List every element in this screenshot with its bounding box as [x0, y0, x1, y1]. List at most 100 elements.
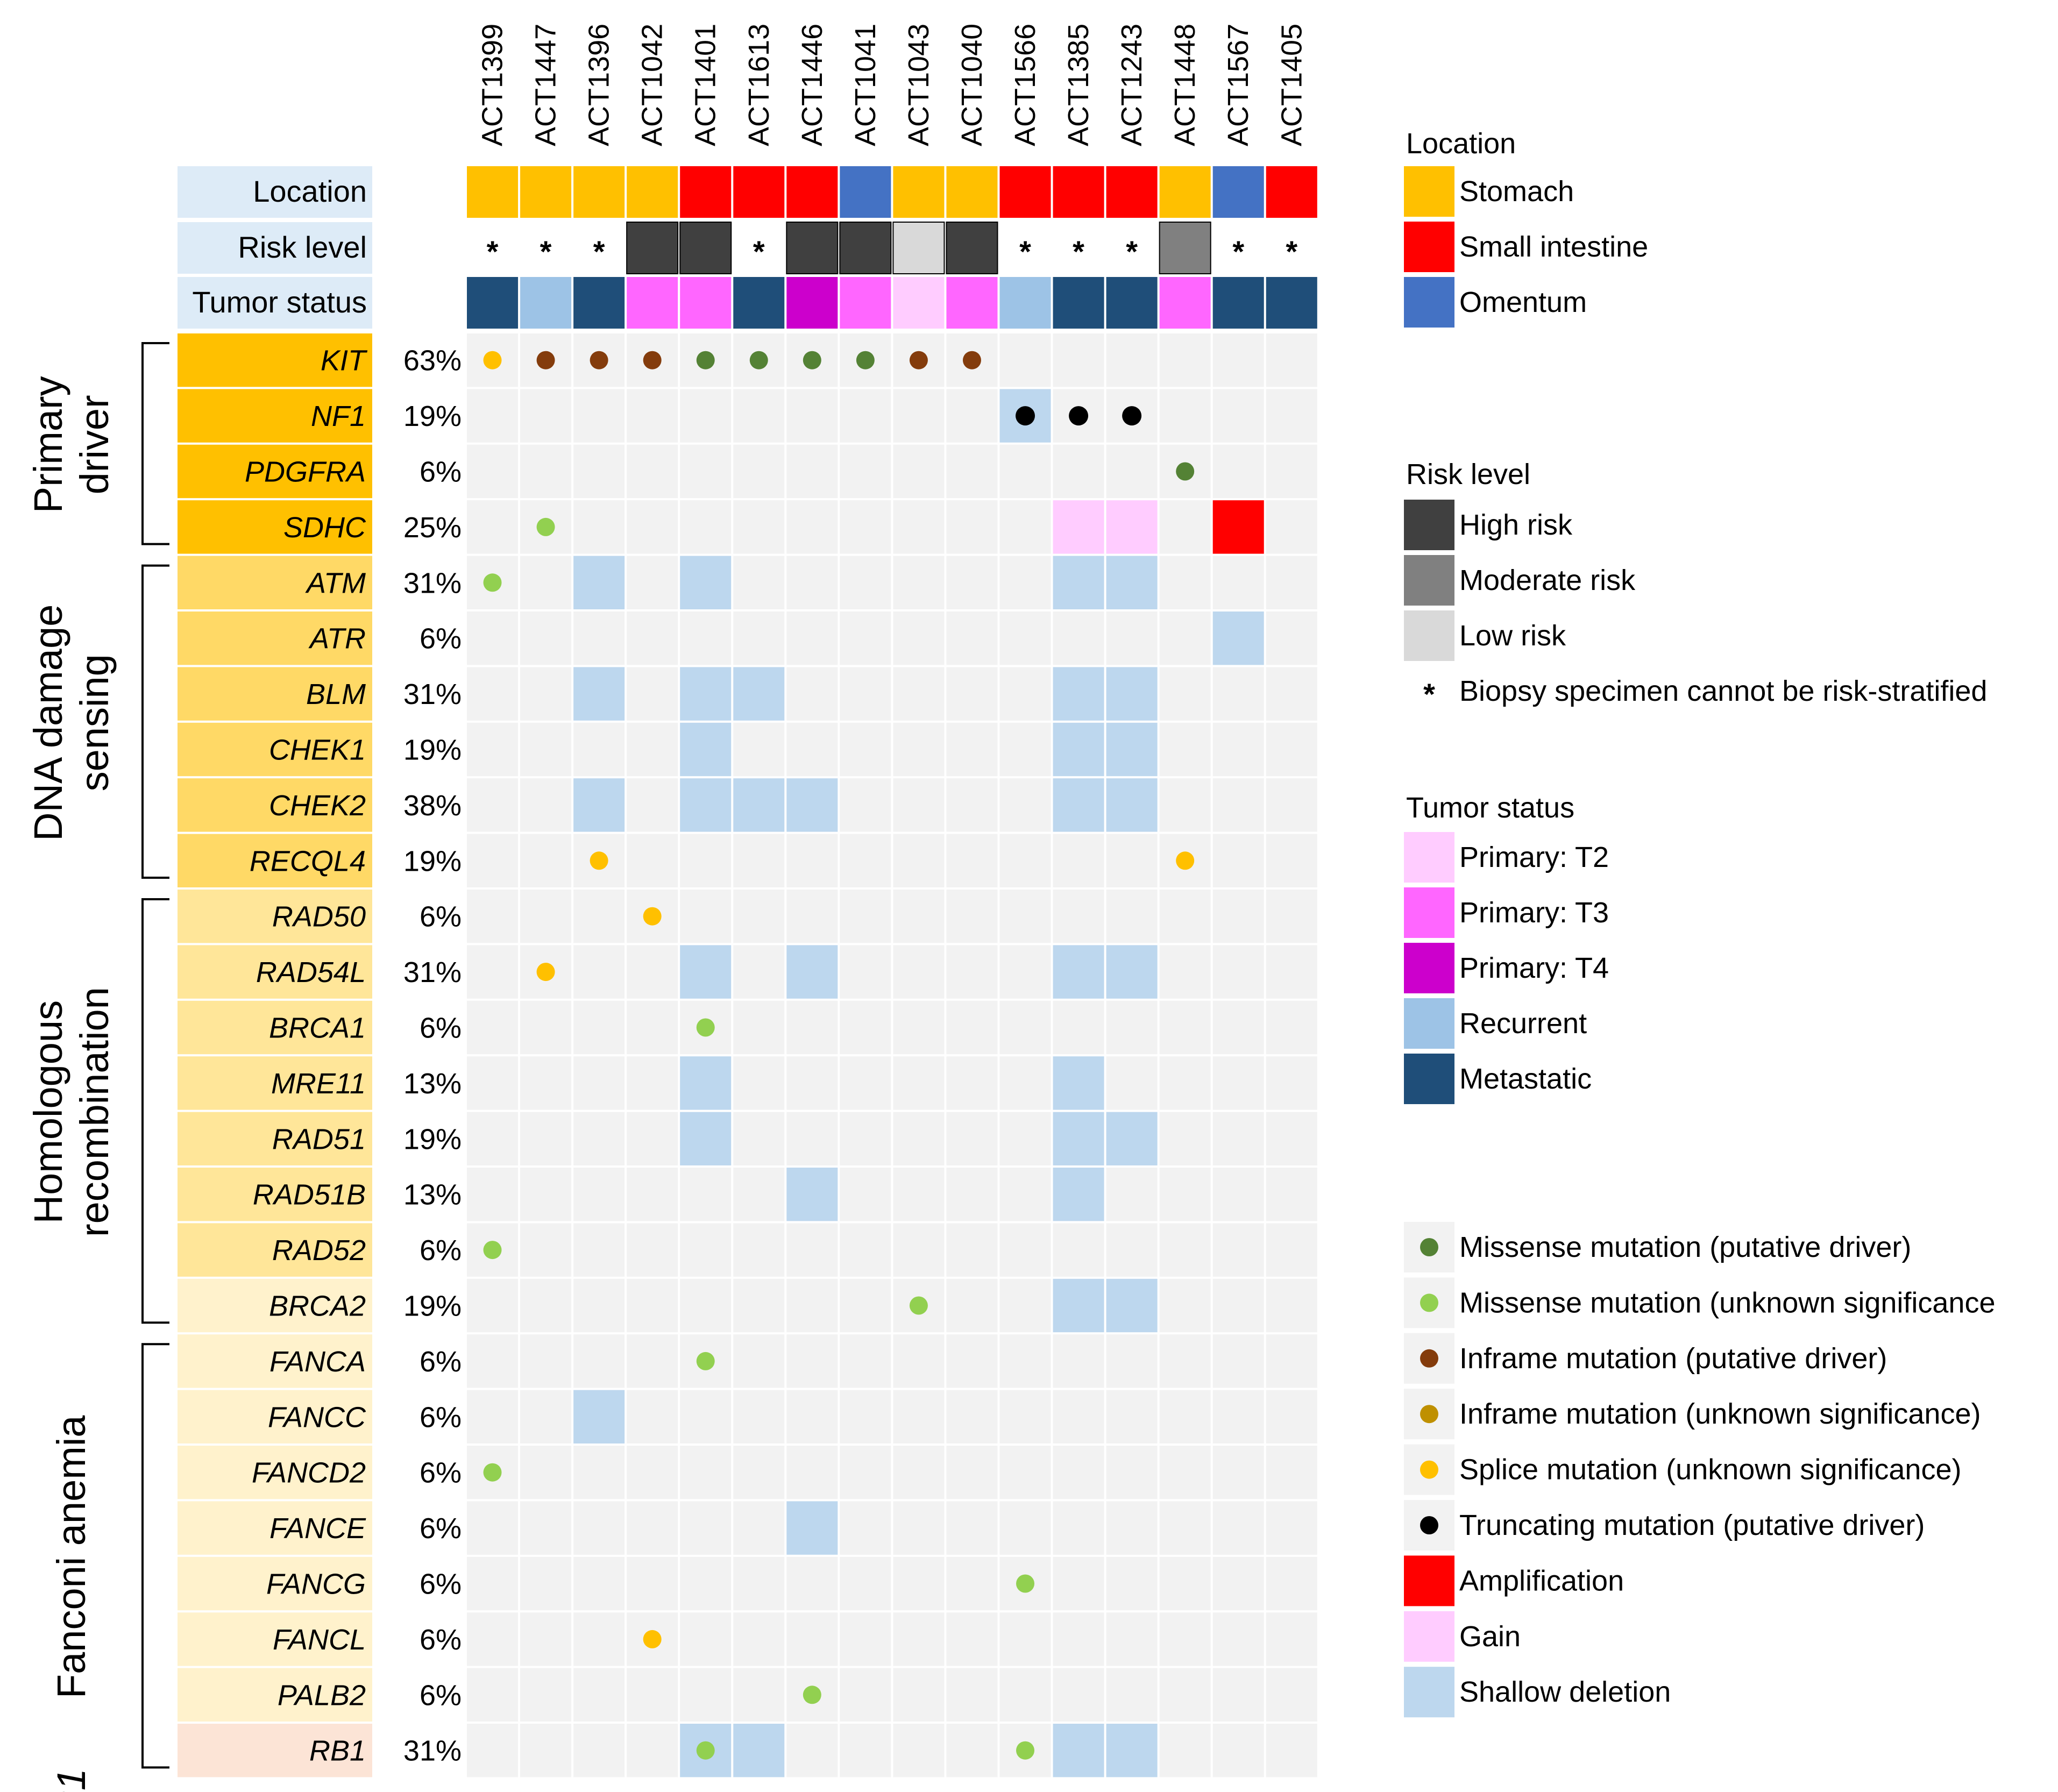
group-bracket [141, 564, 169, 879]
gene-label: FANCE [269, 1512, 366, 1545]
empty-cell [1212, 333, 1264, 387]
empty-cell [840, 500, 891, 554]
gene-label: FANCG [266, 1568, 366, 1601]
mutation-dot [643, 351, 662, 369]
gene-label: KIT [321, 345, 368, 377]
empty-cell [999, 1168, 1051, 1221]
empty-cell [893, 722, 945, 777]
empty-cell [840, 444, 891, 499]
risk-cell [1159, 222, 1211, 274]
empty-cell [840, 778, 891, 832]
empty-cell [467, 1390, 519, 1443]
legend-swatch [1404, 555, 1454, 606]
gene-frequency: 6% [420, 623, 462, 655]
empty-cell [1106, 1668, 1158, 1722]
cnv-cell [1053, 778, 1104, 832]
empty-cell [999, 1000, 1051, 1055]
mutation-dot [1016, 1741, 1035, 1760]
empty-cell [573, 1612, 625, 1666]
empty-cell [893, 1223, 945, 1277]
gene-frequency: 13% [403, 1068, 462, 1100]
cnv-cell [1053, 1168, 1104, 1221]
empty-cell [786, 722, 838, 777]
legend-dot [1420, 1349, 1438, 1368]
gene-frequency: 31% [403, 1735, 462, 1767]
cnv-cell [680, 667, 732, 721]
empty-cell [520, 1668, 572, 1722]
empty-cell [680, 1501, 732, 1555]
empty-cell [627, 1056, 678, 1110]
empty-cell [627, 1446, 678, 1499]
legend-label: Low risk [1459, 620, 1566, 652]
empty-cell [946, 500, 998, 554]
risk-biopsy-mark: * [1019, 234, 1031, 268]
empty-cell [946, 1056, 998, 1110]
empty-cell [733, 1168, 785, 1221]
cnv-cell [1106, 945, 1158, 999]
empty-cell [1212, 1112, 1264, 1165]
empty-cell [1212, 667, 1264, 721]
gene-label-bg [178, 778, 372, 832]
empty-cell [893, 1668, 945, 1722]
sample-label: ACT1043 [903, 24, 935, 146]
empty-cell [680, 444, 732, 499]
empty-cell [786, 611, 838, 665]
legend-dot [1420, 1516, 1438, 1534]
empty-cell [467, 890, 519, 943]
cnv-cell [733, 667, 785, 721]
empty-cell [733, 556, 785, 609]
empty-cell [786, 1112, 838, 1165]
empty-cell [1053, 1223, 1104, 1277]
empty-cell [1212, 1724, 1264, 1777]
empty-cell [999, 1112, 1051, 1165]
group-label: Homologous [26, 1000, 70, 1224]
empty-cell [786, 1223, 838, 1277]
empty-cell [467, 444, 519, 499]
empty-cell [840, 1724, 891, 1777]
empty-cell [573, 1168, 625, 1221]
gene-label: PALB2 [278, 1679, 366, 1711]
gene-label: BLM [306, 678, 366, 710]
group-label: RB1 [49, 1768, 94, 1792]
empty-cell [467, 1278, 519, 1333]
empty-cell [1159, 667, 1211, 721]
empty-cell [946, 1390, 998, 1443]
empty-cell [1106, 1446, 1158, 1499]
empty-cell [893, 834, 945, 887]
empty-cell [999, 1612, 1051, 1666]
empty-cell [999, 1501, 1051, 1555]
risk-biopsy-mark: * [540, 234, 552, 268]
empty-cell [520, 890, 572, 943]
gene-frequency: 19% [403, 734, 462, 766]
mutation-dot [1069, 406, 1089, 426]
gene-label-bg [178, 1501, 372, 1555]
gene-label: RECQL4 [250, 845, 366, 877]
legend-label: Missense mutation (putative driver) [1459, 1231, 1911, 1263]
empty-cell [946, 556, 998, 609]
empty-cell [680, 1223, 732, 1277]
legend-label: High risk [1459, 509, 1573, 541]
legend-label: Shallow deletion [1459, 1676, 1671, 1708]
empty-cell [1212, 1168, 1264, 1221]
empty-cell [946, 667, 998, 721]
gene-label: ATM [305, 567, 366, 599]
gene-label-bg [178, 389, 372, 443]
sample-label: ACT1385 [1062, 24, 1095, 146]
location-cell [946, 166, 998, 218]
cnv-cell [1212, 500, 1264, 554]
empty-cell [893, 1000, 945, 1055]
legend-label: Biopsy specimen cannot be risk-stratifie… [1459, 675, 1987, 707]
legend-swatch [1404, 1667, 1454, 1718]
legend-title-risk: Risk level [1406, 458, 1530, 490]
tumor-status-cell [573, 277, 625, 329]
empty-cell [1159, 1724, 1211, 1777]
mutation-dot [696, 351, 715, 369]
gene-frequency: 6% [420, 1012, 462, 1044]
empty-cell [840, 1168, 891, 1221]
gene-label: RAD51 [272, 1123, 366, 1155]
track-label: Tumor status [192, 285, 367, 319]
empty-cell [1159, 1278, 1211, 1333]
empty-cell [999, 556, 1051, 609]
empty-cell [999, 1446, 1051, 1499]
empty-cell [840, 556, 891, 609]
